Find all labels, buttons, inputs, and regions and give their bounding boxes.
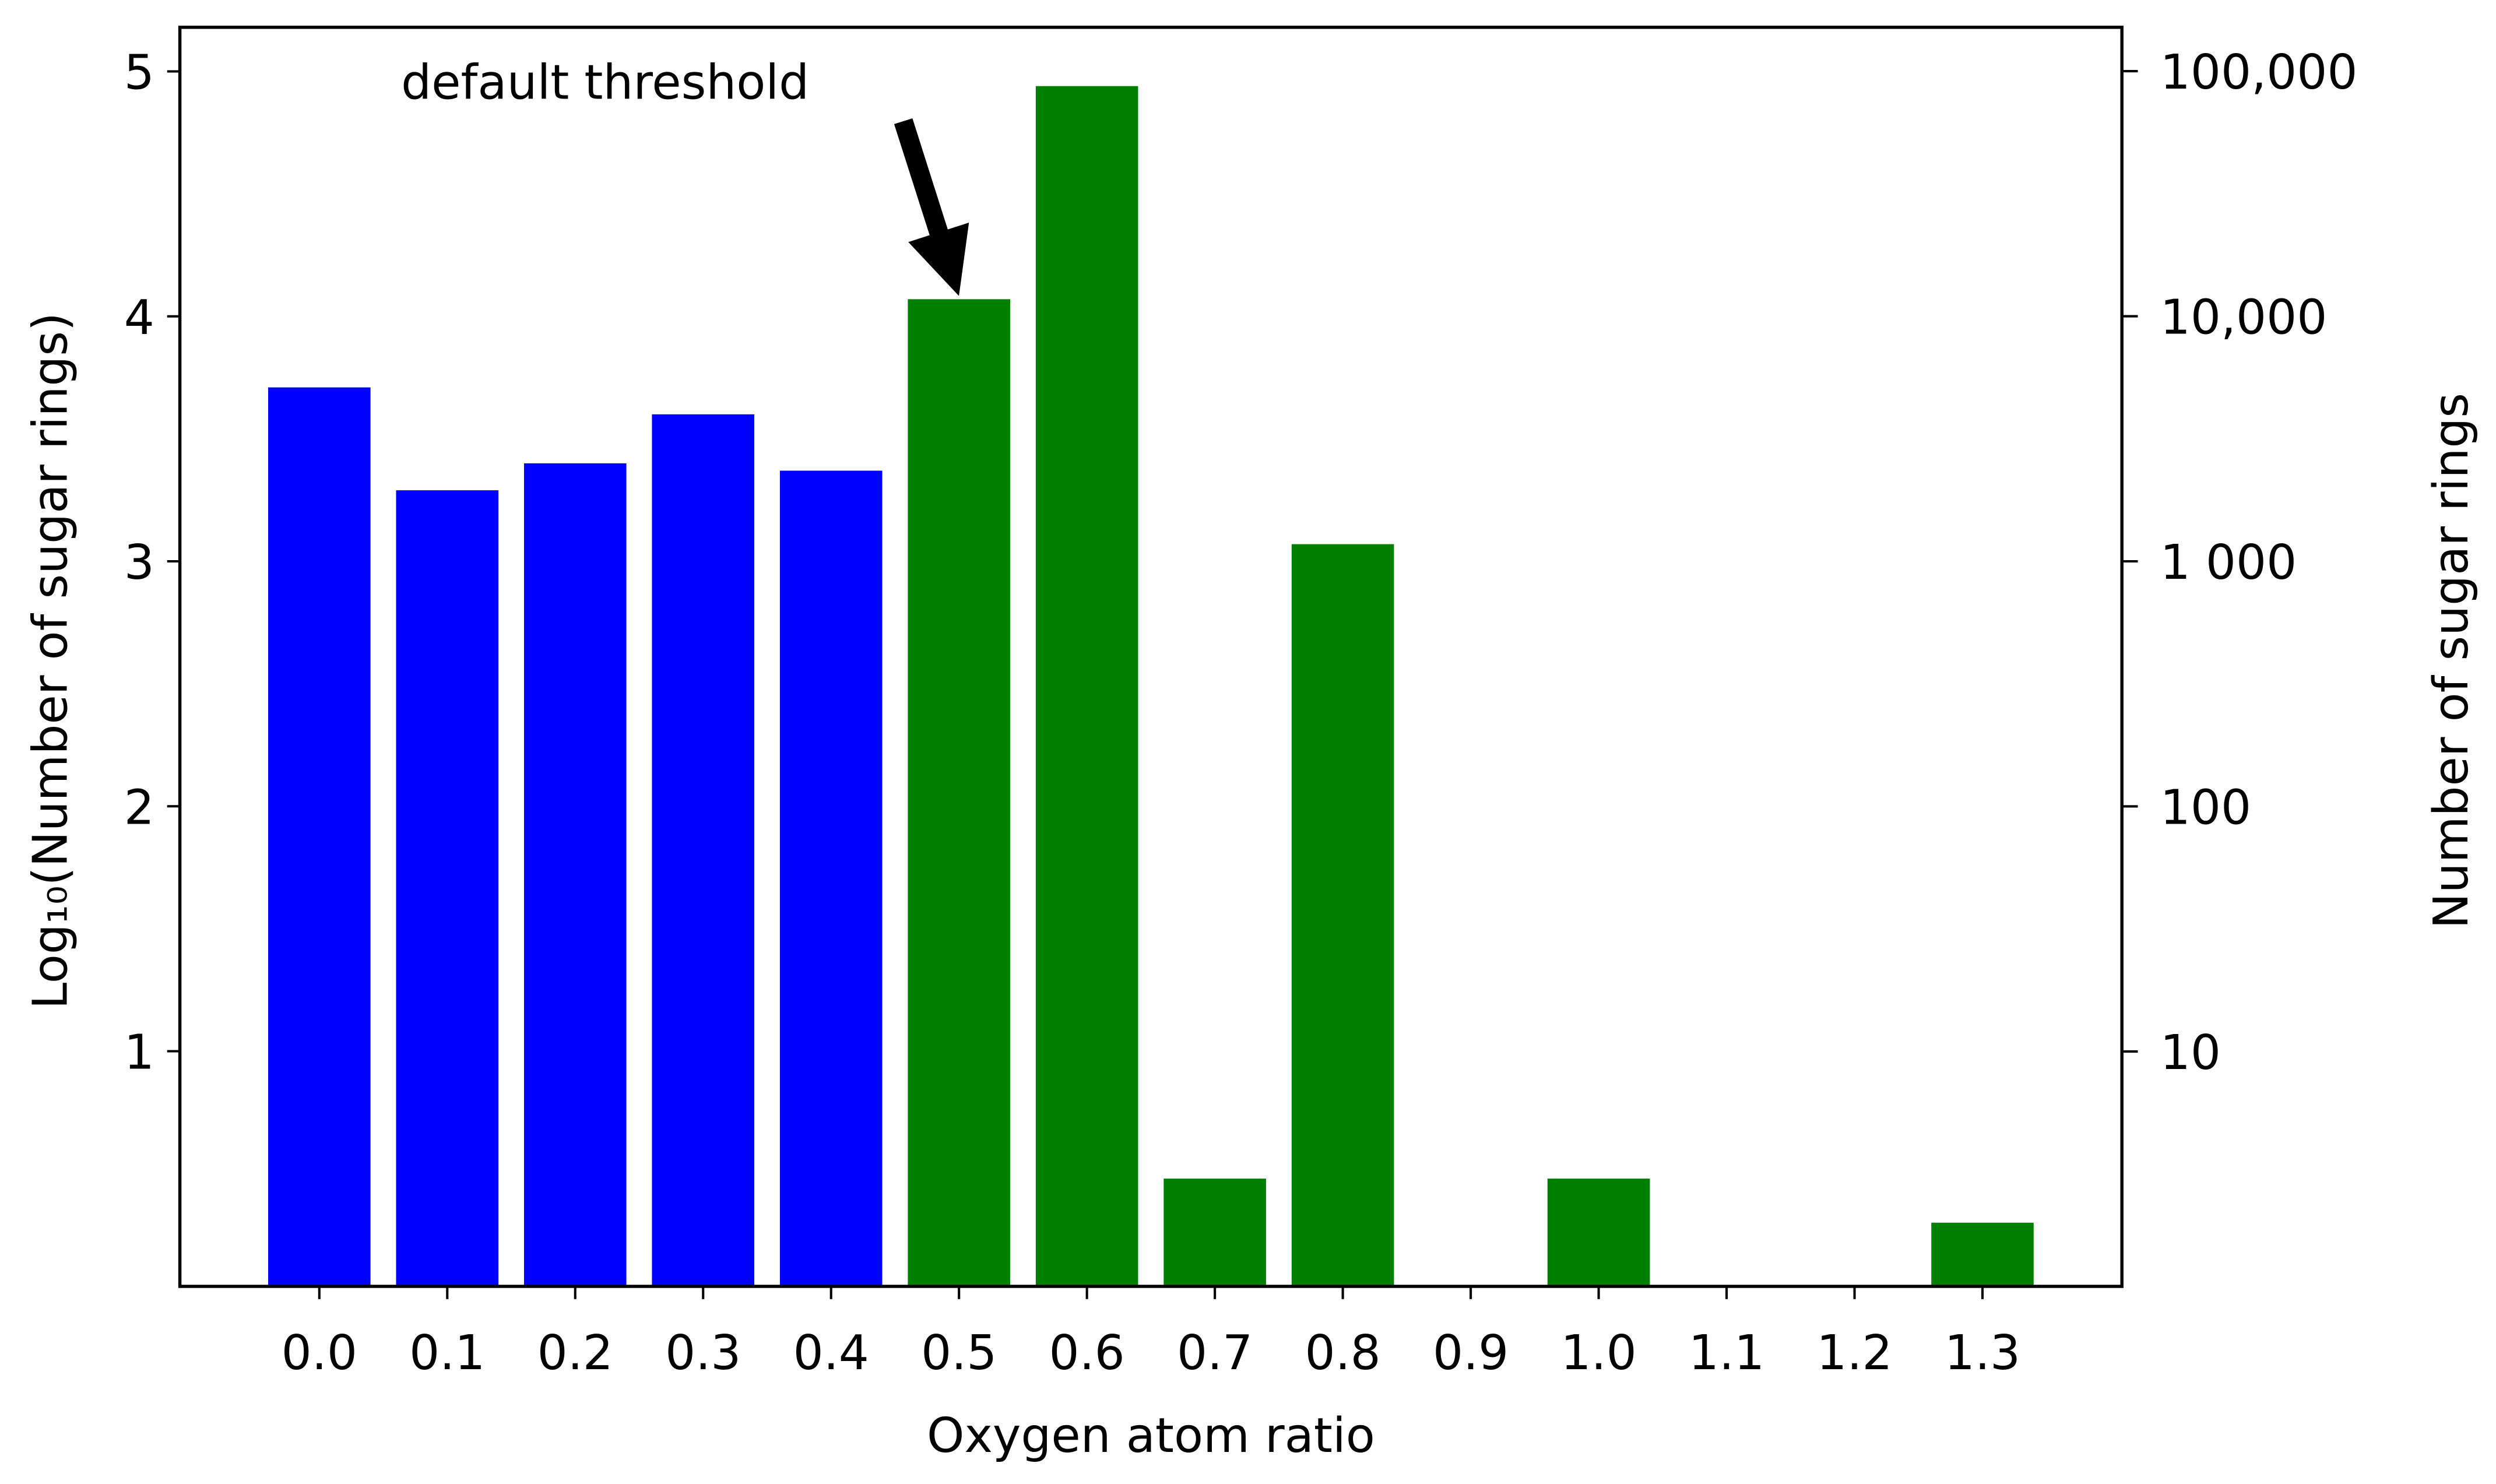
x-tick-label: 0.5 [921, 1325, 997, 1381]
y2-tick-label: 100 [2160, 780, 2251, 835]
y-tick-label: 1 [124, 1025, 154, 1081]
y-tick-label: 4 [124, 290, 154, 346]
bar [1035, 86, 1138, 1286]
x-tick-label: 0.1 [409, 1325, 485, 1381]
y-tick-label: 3 [124, 535, 154, 590]
x-tick-label: 0.3 [665, 1325, 741, 1381]
bar [268, 387, 371, 1286]
bar [652, 414, 755, 1286]
x-axis-label: Oxygen atom ratio [927, 1408, 1375, 1464]
bar [1547, 1179, 1650, 1286]
y2-tick-label: 10 [2160, 1025, 2221, 1081]
plot-frame [178, 26, 2124, 1288]
bar [523, 463, 627, 1286]
x-tick-label: 1.2 [1816, 1325, 1892, 1381]
x-tick-label: 0.8 [1305, 1325, 1380, 1381]
x-tick-label: 0.7 [1177, 1325, 1253, 1381]
y-axis-label: Log₁₀(Number of sugar rings) [23, 312, 79, 1009]
bar [908, 299, 1010, 1286]
x-tick-label: 0.0 [282, 1325, 357, 1381]
annotation: default threshold [401, 55, 809, 111]
x-tick-label: 0.6 [1049, 1325, 1125, 1381]
y2-axis-label: Number of sugar rings [2424, 393, 2479, 929]
y-tick-label: 5 [124, 45, 154, 101]
annotation-arrow [894, 118, 969, 296]
bar [396, 490, 499, 1286]
x-tick-label: 1.0 [1560, 1325, 1636, 1381]
x-tick-label: 0.4 [793, 1325, 869, 1381]
bar [1291, 544, 1394, 1286]
y2-tick-label: 1 000 [2160, 535, 2297, 590]
y-tick-label: 2 [124, 780, 154, 835]
x-tick-label: 1.1 [1689, 1325, 1764, 1381]
bar [1931, 1222, 2034, 1286]
x-tick-label: 0.2 [537, 1325, 613, 1381]
bar [779, 470, 883, 1286]
bar [1163, 1179, 1266, 1286]
x-tick-label: 0.9 [1433, 1325, 1509, 1381]
x-tick-label: 1.3 [1945, 1325, 2020, 1381]
y2-tick-label: 10,000 [2160, 290, 2328, 346]
y2-tick-label: 100,000 [2160, 45, 2358, 100]
